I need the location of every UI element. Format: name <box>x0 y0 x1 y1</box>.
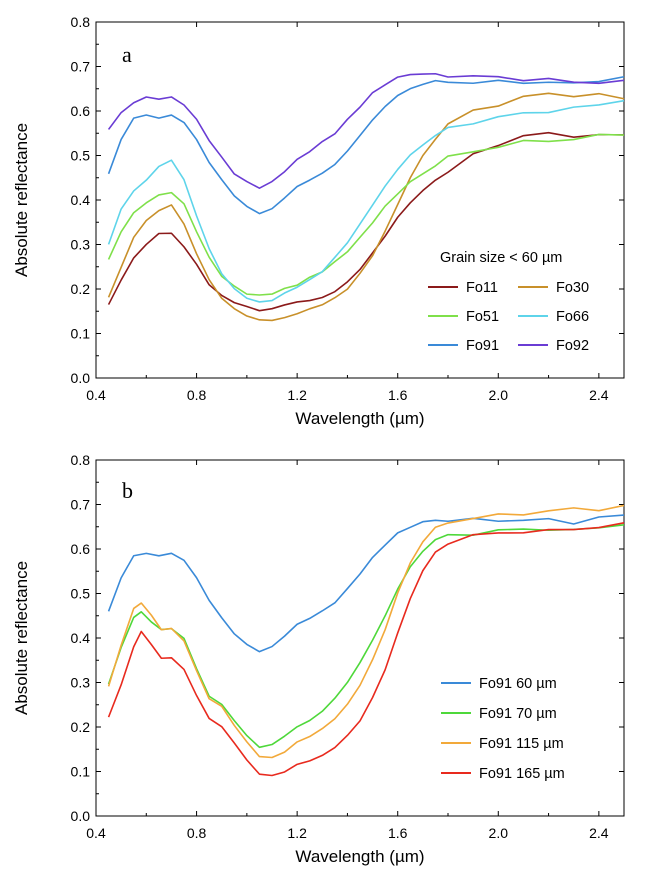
legend-entry: Fo11 <box>466 280 498 296</box>
y-tick-label: 0.6 <box>71 103 91 119</box>
x-tick-label: 0.8 <box>187 387 207 403</box>
x-tick-label: 1.6 <box>388 387 408 403</box>
series-line-Fo30 <box>107 92 625 322</box>
legend-entry: Fo30 <box>556 280 589 296</box>
x-tick-label: 0.4 <box>86 825 106 841</box>
plot-frame <box>95 21 625 379</box>
y-tick-label: 0.1 <box>71 764 91 780</box>
x-axis-label: Wavelength (µm) <box>295 409 424 428</box>
x-tick-label: 0.8 <box>187 825 207 841</box>
y-tick-label: 0.2 <box>71 719 91 735</box>
x-tick-label: 1.6 <box>388 825 408 841</box>
y-tick-label: 0.5 <box>71 586 91 602</box>
y-tick-label: 0.2 <box>71 281 91 297</box>
legend: Grain size < 60 µm Fo11 Fo30 Fo51 Fo66 Fo91 Fo… <box>428 250 589 354</box>
y-tick-label: 0.7 <box>71 59 91 75</box>
legend-entry: Fo91 165 µm <box>479 766 565 782</box>
series-line-Fo91 <box>107 75 625 215</box>
chart-panel-a: 0.0 0.1 0.2 0.3 0.4 0.5 0.6 0.7 0.8 0.4 0.8 1.2 1.6 2… <box>12 14 625 428</box>
x-tick-label: 0.4 <box>86 387 106 403</box>
panel-letter: a <box>122 42 132 67</box>
legend-title: Grain size < 60 µm <box>440 250 562 266</box>
y-axis-label: Absolute reflectance <box>12 123 31 277</box>
chart-panel-b: 0.0 0.1 0.2 0.3 0.4 0.5 0.6 0.7 0.8 0.4 0.8 1.2 1.6 2… <box>12 452 625 866</box>
y-tick-label: 0.5 <box>71 148 91 164</box>
y-axis-label: Absolute reflectance <box>12 561 31 715</box>
series-line-Fo66 <box>107 99 625 303</box>
legend-entry: Fo91 115 µm <box>479 736 564 752</box>
y-tick-label: 0.4 <box>71 630 91 646</box>
y-tick-label: 0.0 <box>71 370 91 386</box>
series-line-Fo11 <box>107 131 625 312</box>
legend-entry: Fo91 60 µm <box>479 676 557 692</box>
legend-entry: Fo51 <box>466 309 499 325</box>
y-tick-label: 0.7 <box>71 497 91 513</box>
x-tick-label: 2.0 <box>489 387 509 403</box>
x-tick-label: 2.4 <box>589 825 609 841</box>
y-tick-label: 0.4 <box>71 192 91 208</box>
series-line-Fo92 <box>107 72 625 189</box>
legend-entry: Fo66 <box>556 309 589 325</box>
series-line-Fo91-60-m <box>107 514 625 653</box>
y-tick-label: 0.6 <box>71 541 91 557</box>
plot-frame <box>95 459 625 817</box>
y-tick-label: 0.1 <box>71 326 91 342</box>
x-axis-label: Wavelength (µm) <box>295 847 424 866</box>
legend-entry: Fo92 <box>556 338 589 354</box>
y-tick-label: 0.3 <box>71 237 91 253</box>
y-tick-label: 0.8 <box>71 14 91 30</box>
y-tick-label: 0.3 <box>71 675 91 691</box>
x-tick-label: 2.0 <box>489 825 509 841</box>
y-tick-label: 0.0 <box>71 808 91 824</box>
series-line-Fo91-165-m <box>107 522 625 777</box>
x-tick-label: 1.2 <box>287 387 307 403</box>
x-tick-label: 1.2 <box>287 825 307 841</box>
series-line-Fo91-115-m <box>107 504 625 759</box>
legend-entry: Fo91 <box>466 338 499 354</box>
x-tick-label: 2.4 <box>589 387 609 403</box>
legend: Fo91 60 µm Fo91 70 µm Fo91 115 µm Fo91 165 … <box>441 676 565 782</box>
panel-letter: b <box>122 478 133 503</box>
y-tick-label: 0.8 <box>71 452 91 468</box>
legend-entry: Fo91 70 µm <box>479 706 557 722</box>
